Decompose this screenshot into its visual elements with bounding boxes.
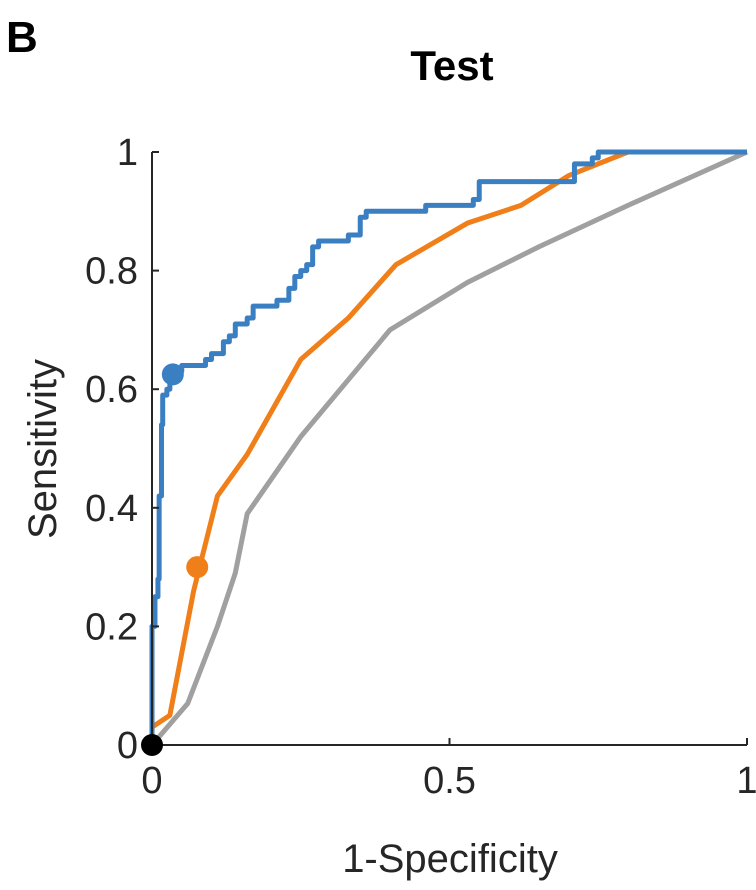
x-tick-label: 0: [141, 760, 162, 802]
y-ticks: 0 0.2 0.4 0.6 0.8 1: [85, 132, 159, 767]
y-tick-label: 0.6: [85, 369, 138, 411]
chart-title: Test: [410, 42, 493, 89]
y-tick-label: 0: [117, 725, 138, 767]
operating-point-3: [161, 363, 184, 386]
x-axis-label: 1-Specificity: [342, 837, 558, 881]
y-tick-label: 1: [117, 132, 138, 174]
operating-point-markers: [141, 363, 209, 756]
operating-point-2: [186, 556, 209, 579]
y-tick-label: 0.4: [85, 488, 138, 530]
roc-curves: [149, 149, 749, 747]
x-tick-label: 1: [736, 760, 756, 802]
y-tick-label: 0.8: [85, 251, 138, 293]
panel-label: B: [6, 13, 38, 62]
x-tick-label: 0.5: [423, 760, 476, 802]
roc-curve-2: [150, 149, 747, 730]
operating-point-1: [141, 734, 163, 756]
y-axis-label: Sensitivity: [21, 359, 65, 539]
y-tick-label: 0.2: [85, 606, 138, 648]
x-ticks: 0 0.5 1: [141, 738, 756, 802]
roc-curve-3: [149, 149, 747, 745]
roc-curve-1: [150, 149, 749, 747]
